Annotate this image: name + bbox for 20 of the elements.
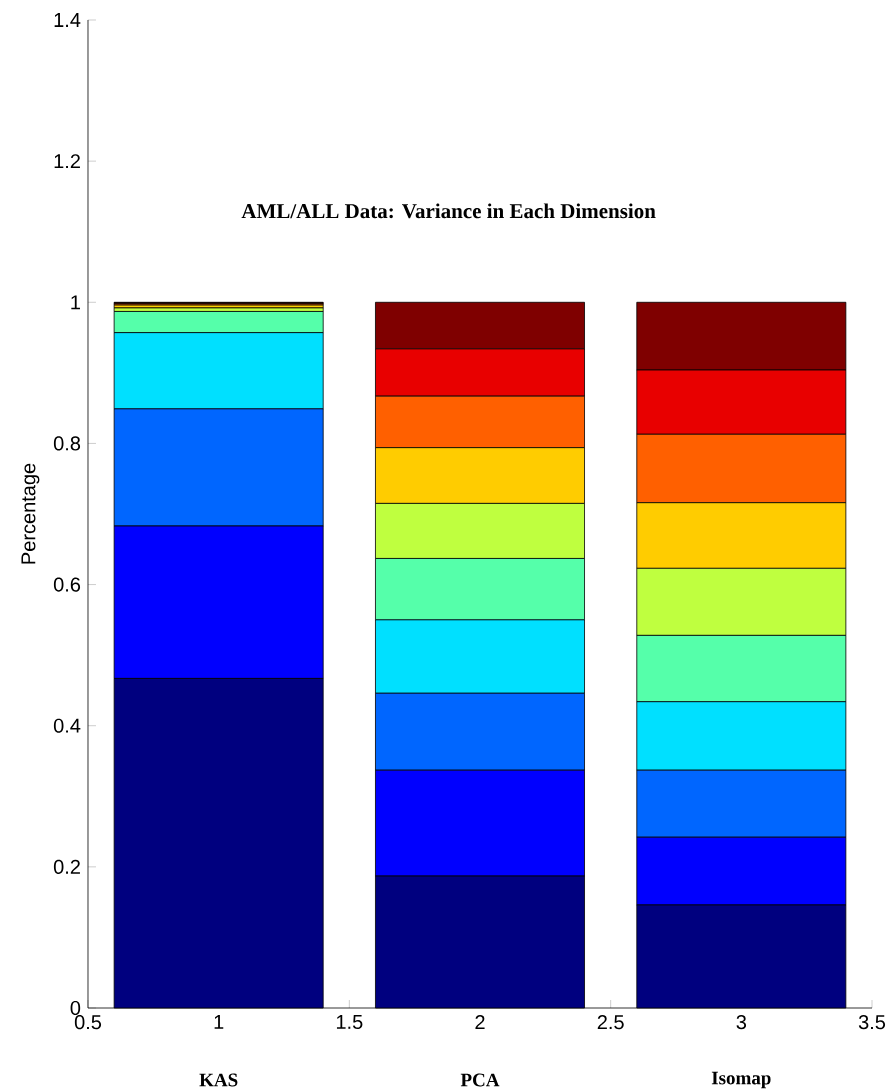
x-tick-label: 0.5: [74, 1015, 102, 1030]
x-tick-label: 2: [475, 1015, 485, 1030]
y-tick-label: 1.4: [54, 13, 81, 27]
x-tick-label: 3: [736, 1015, 747, 1030]
text: KAS: [199, 1073, 238, 1087]
y-tick-label: 1: [71, 295, 80, 310]
text: PCA: [460, 1073, 500, 1087]
y-tick-label: 0.6: [53, 577, 81, 592]
y-tick-label: 0: [70, 1000, 81, 1016]
x-tick-label: 1: [214, 1015, 224, 1029]
y-tick-label: 0.4: [53, 718, 81, 733]
x-tick-label: 1.5: [336, 1015, 363, 1030]
x-tick-label: 2.5: [597, 1015, 624, 1030]
x-tick-label: 3.5: [858, 1015, 886, 1030]
text: Isomap: [711, 1071, 771, 1089]
y-tick-label: 0.2: [53, 859, 80, 874]
y-axis-title: Percentage: [21, 463, 40, 564]
y-tick-label: 1.2: [54, 154, 80, 169]
y-tick-label: 0.8: [53, 436, 81, 451]
text: AML/ALL Data: Variance in Each Dimension: [241, 203, 656, 219]
